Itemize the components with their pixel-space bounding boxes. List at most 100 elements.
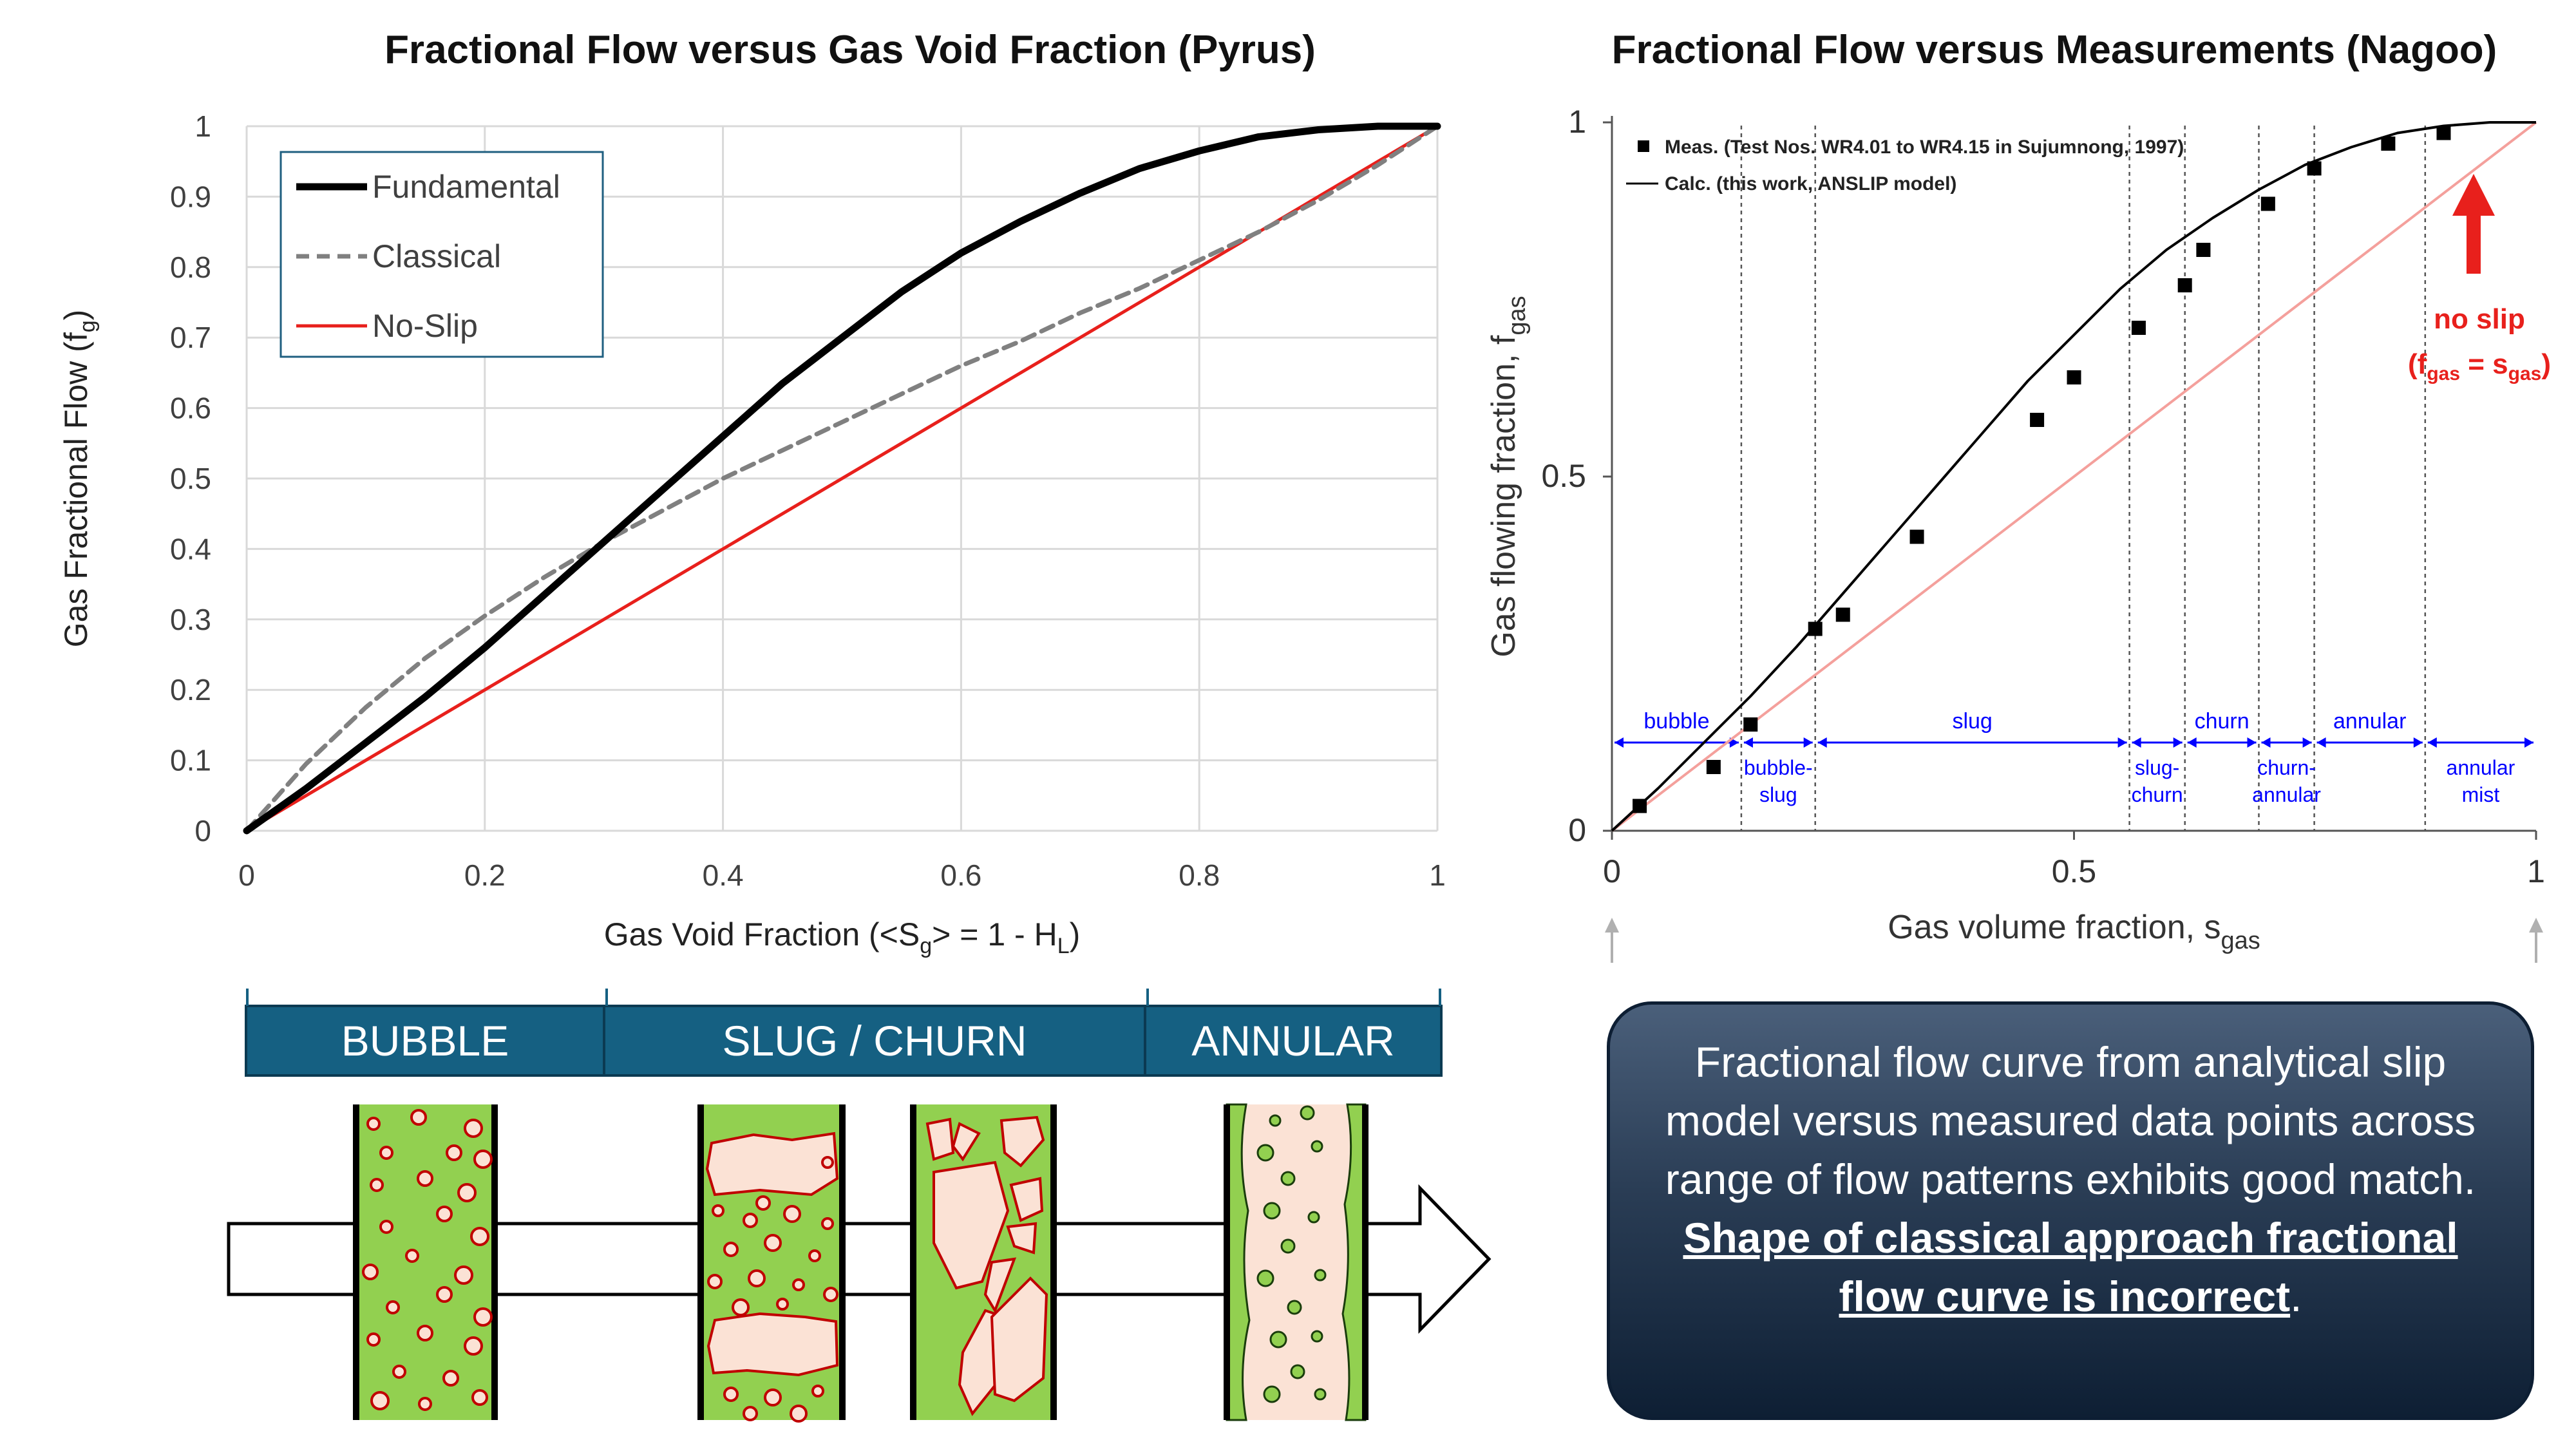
right-chart-title: Fractional Flow versus Measurements (Nag… (1611, 28, 2497, 72)
no-slip-arrow-shaft (2467, 213, 2481, 274)
gas-bubble (764, 1388, 782, 1406)
summary-note-emphasis: Shape of classical approach fractional f… (1683, 1214, 2458, 1320)
regime-range-arrowhead (2302, 737, 2312, 748)
gas-bubble (811, 1385, 824, 1397)
summary-note-text: Fractional flow curve from analytical sl… (1665, 1038, 2476, 1203)
liquid-droplet (1314, 1269, 1327, 1282)
x-tick-label: 0.5 (2052, 853, 2097, 889)
legend-label: Fundamental (372, 169, 560, 205)
liquid-droplet (1263, 1202, 1281, 1220)
gas-bubble (821, 1156, 834, 1169)
regime-label: annular (2333, 709, 2406, 734)
right-chart-regimes: bubble slug churn annular bubble-slug slug-ch… (1615, 126, 2533, 831)
x-tick-label: 0 (238, 858, 255, 892)
gas-bubble (362, 1264, 379, 1280)
gas-bubble (436, 1286, 453, 1303)
gas-bubble (792, 1278, 805, 1291)
gas-bubble (471, 1389, 488, 1406)
regime-label: annular (2252, 783, 2321, 806)
gas-bubble (473, 1307, 493, 1327)
gas-bubble (748, 1269, 766, 1287)
right-chart: 0 0.5 1 0 0.5 1 bubble slug churn annular bubble-… (1485, 104, 2551, 963)
measurement-point (1808, 621, 1823, 636)
y-tick-label: 0.5 (1541, 458, 1586, 494)
churn-flow-pipe (910, 1104, 1057, 1420)
left-chart-x-ticks: 0 0.2 0.4 0.6 0.8 1 (238, 858, 1446, 892)
gas-bubble (366, 1332, 381, 1347)
gas-bubble (712, 1204, 724, 1217)
liquid-droplet (1300, 1105, 1315, 1121)
gas-bubble (454, 1265, 473, 1285)
regime-range-arrowhead (2524, 737, 2533, 748)
band-annular: ANNULAR (1146, 1005, 1443, 1077)
regime-range-arrowhead (2316, 737, 2326, 748)
liquid-droplet (1269, 1114, 1282, 1127)
measurement-point (2381, 137, 2396, 151)
liquid-droplet (1263, 1385, 1281, 1403)
y-tick-label: 0.6 (170, 392, 211, 425)
measurement-point (2177, 278, 2192, 292)
regime-label: churn- (2257, 756, 2316, 779)
gas-bubble (743, 1406, 758, 1421)
gas-bubble (790, 1405, 808, 1423)
right-chart-legend: Meas. (Test Nos. WR4.01 to WR4.15 in Suj… (1626, 137, 2184, 194)
right-chart-series (1611, 121, 2537, 832)
y-tick-label: 0.3 (170, 603, 211, 636)
gas-bubble (764, 1234, 782, 1252)
gas-bubble (379, 1146, 393, 1160)
gas-bubble (457, 1183, 477, 1202)
gas-bubble (405, 1249, 419, 1263)
gas-bubble (783, 1205, 801, 1223)
summary-note-end: . (2290, 1273, 2302, 1320)
liquid-droplet (1314, 1388, 1327, 1401)
gas-bubble (473, 1150, 493, 1169)
x-tick-label: 0.2 (464, 858, 506, 892)
y-tick-label: 0.5 (170, 462, 211, 495)
gas-bubble (386, 1300, 400, 1314)
gas-bubble (821, 1217, 834, 1230)
regime-range-arrowhead (2413, 737, 2423, 748)
regime-range-arrowhead (2427, 737, 2437, 748)
measurement-point (2196, 243, 2211, 257)
left-chart-y-ticks: 0 0.1 0.2 0.3 0.4 0.5 0.6 0.7 0.8 0.9 1 (170, 109, 211, 848)
measurement-point (2131, 321, 2146, 335)
gas-bubble (823, 1287, 838, 1302)
gas-bubble (755, 1195, 771, 1211)
regime-label: churn (2132, 783, 2183, 806)
regime-range-arrowhead (2173, 737, 2183, 748)
regime-label: mist (2462, 783, 2500, 806)
gas-bubble (392, 1365, 406, 1379)
band-bubble: BUBBLE (245, 1005, 605, 1077)
liquid-droplet (1269, 1331, 1287, 1349)
gas-bubble (379, 1220, 393, 1234)
legend-label: Classical (372, 238, 501, 274)
legend-label: Meas. (Test Nos. WR4.01 to WR4.15 in Suj… (1665, 137, 2184, 158)
regime-range-arrowhead (2132, 737, 2141, 748)
y-tick-label: 0.9 (170, 180, 211, 213)
legend-marker (1638, 140, 1649, 152)
left-chart: 0 0.1 0.2 0.3 0.4 0.5 0.6 0.7 0.8 0.9 1 0 0.2 0.4 0.6… (58, 109, 1446, 958)
x-tick-label: 0 (1603, 853, 1621, 889)
regime-range-arrowhead (1817, 737, 1827, 748)
liquid-droplet (1256, 1144, 1274, 1162)
x-tick-label: 0.8 (1179, 858, 1220, 892)
legend-label: Calc. (this work, ANSLIP model) (1665, 173, 1956, 194)
x-tick-label: 0.6 (940, 858, 981, 892)
x-tick-label: 0.4 (703, 858, 744, 892)
y-axis-label: Gas Fractional Flow (fg) (58, 310, 100, 648)
y-tick-label: 0.7 (170, 321, 211, 354)
regime-label: annular (2447, 756, 2515, 779)
liquid-droplet (1280, 1171, 1296, 1186)
regime-label: slug- (2135, 756, 2179, 779)
gas-bubble (418, 1397, 432, 1411)
gas-bubble (470, 1227, 489, 1246)
regime-label: bubble- (1744, 756, 1813, 779)
liquid-droplet (1256, 1269, 1274, 1287)
y-tick-label: 0 (194, 814, 211, 848)
liquid-droplet (1307, 1211, 1320, 1224)
regime-label: slug (1952, 709, 1992, 734)
liquid-droplet (1280, 1238, 1296, 1254)
regime-label: bubble (1643, 709, 1709, 734)
measurement-point (2067, 370, 2081, 384)
